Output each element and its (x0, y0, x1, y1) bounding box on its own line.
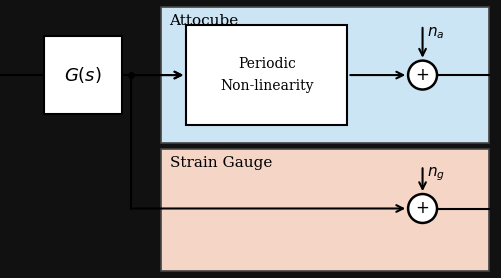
Circle shape (407, 61, 436, 90)
FancyBboxPatch shape (45, 36, 122, 114)
FancyBboxPatch shape (186, 25, 347, 125)
FancyBboxPatch shape (161, 149, 488, 271)
Text: $G(s)$: $G(s)$ (64, 65, 102, 85)
Text: Attocube: Attocube (169, 14, 238, 28)
Text: $n_a$: $n_a$ (426, 25, 443, 41)
FancyBboxPatch shape (161, 7, 488, 143)
Text: Periodic: Periodic (237, 57, 295, 71)
Text: Strain Gauge: Strain Gauge (169, 156, 272, 170)
Text: $+$: $+$ (415, 200, 429, 217)
Text: $+$: $+$ (415, 66, 429, 84)
Text: Non-linearity: Non-linearity (220, 79, 313, 93)
Circle shape (407, 194, 436, 223)
Text: $n_g$: $n_g$ (426, 165, 444, 183)
